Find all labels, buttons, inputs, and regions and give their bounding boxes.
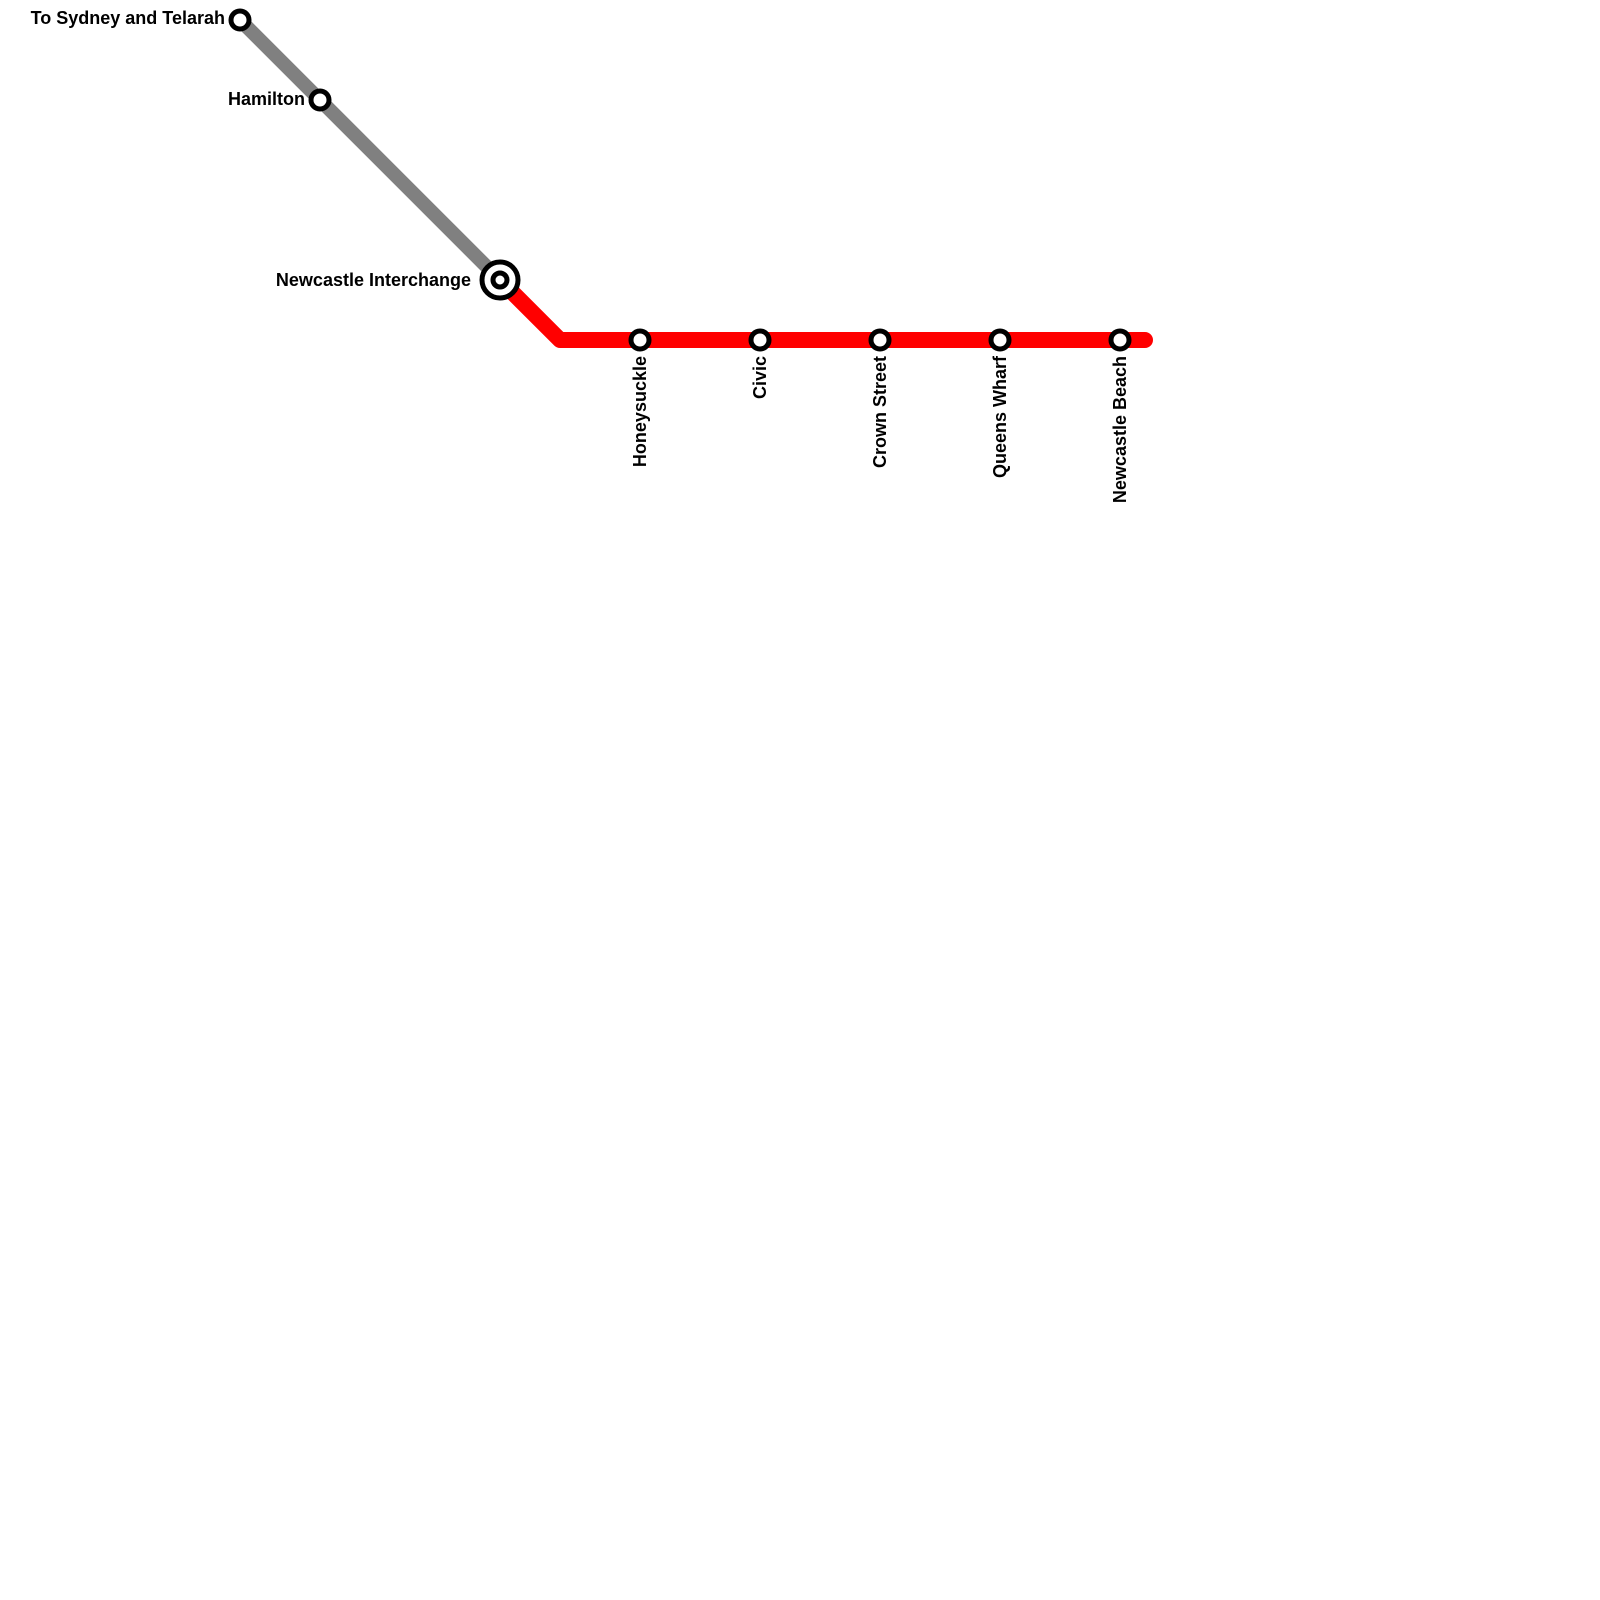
station-newcastle-interchange[interactable]: Newcastle Interchange <box>276 259 521 301</box>
station-label: Newcastle Beach <box>1110 356 1130 503</box>
station-honeysuckle[interactable]: Honeysuckle <box>628 328 652 467</box>
heavy-rail-line <box>233 13 507 287</box>
light-rail-line <box>492 272 1153 348</box>
station-marker <box>868 328 892 352</box>
interchange-marker-inner <box>490 270 510 290</box>
station-marker <box>228 8 252 32</box>
station-label: To Sydney and Telarah <box>31 8 225 28</box>
station-marker <box>308 88 332 112</box>
station-label: Hamilton <box>228 89 305 109</box>
station-newcastle-beach[interactable]: Newcastle Beach <box>1108 328 1132 503</box>
station-label: Queens Wharf <box>990 355 1010 478</box>
station-marker <box>748 328 772 352</box>
station-label: Honeysuckle <box>630 356 650 467</box>
station-label: Civic <box>750 356 770 399</box>
station-queens-wharf[interactable]: Queens Wharf <box>988 328 1012 478</box>
station-marker <box>988 328 1012 352</box>
station-crown-street[interactable]: Crown Street <box>868 328 892 468</box>
station-marker <box>628 328 652 352</box>
station-civic[interactable]: Civic <box>748 328 772 399</box>
station-label: Newcastle Interchange <box>276 270 471 290</box>
station-sydney-telarah[interactable]: To Sydney and Telarah <box>31 8 252 32</box>
station-hamilton[interactable]: Hamilton <box>228 88 332 112</box>
station-label: Crown Street <box>870 356 890 468</box>
station-marker <box>1108 328 1132 352</box>
